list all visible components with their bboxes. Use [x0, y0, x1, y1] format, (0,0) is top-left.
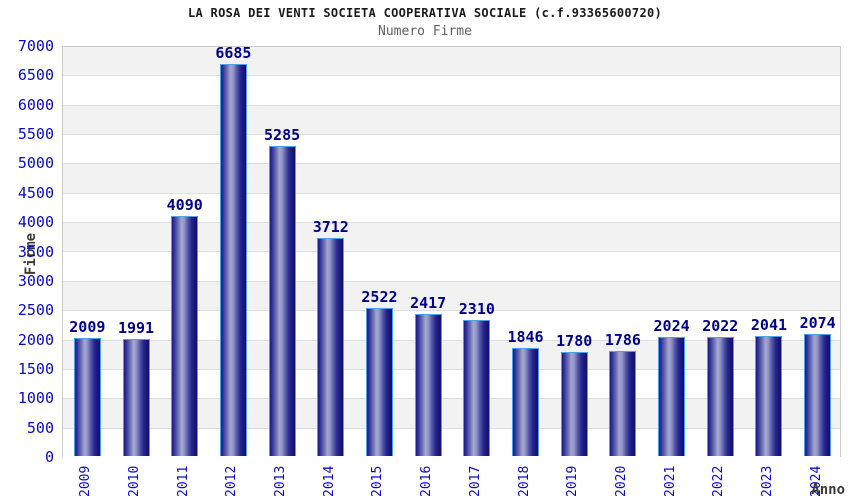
x-tick-label-2011: 2011 — [175, 465, 191, 497]
value-label-2011: 4090 — [166, 195, 203, 214]
bar-2021 — [658, 337, 686, 456]
bar-2018 — [512, 347, 540, 456]
y-tick-label-500: 500 — [26, 418, 54, 437]
value-label-2022: 2022 — [702, 317, 739, 336]
y-tick-label-6000: 6000 — [17, 95, 54, 114]
bar-2009 — [73, 338, 101, 456]
value-label-2017: 2310 — [458, 300, 495, 319]
y-tick-label-2500: 2500 — [17, 301, 54, 320]
bar-2013 — [268, 145, 296, 456]
x-tick-label-2023: 2023 — [759, 465, 775, 497]
chart-subtitle: Numero Firme — [378, 24, 472, 39]
y-tick-label-2000: 2000 — [17, 330, 54, 349]
bar-2010 — [122, 339, 150, 456]
plot-band — [63, 135, 840, 165]
bar-2012 — [219, 63, 247, 456]
bar-2022 — [706, 337, 734, 456]
value-label-2023: 2041 — [750, 316, 788, 335]
y-tick-label-4500: 4500 — [17, 183, 54, 202]
value-label-2014: 3712 — [312, 218, 349, 237]
bar-2016 — [414, 314, 442, 456]
bar-2014 — [317, 238, 345, 456]
y-tick-label-4000: 4000 — [17, 213, 54, 232]
y-tick-label-3000: 3000 — [17, 271, 54, 290]
y-tick-label-6500: 6500 — [17, 66, 54, 85]
value-label-2024: 2074 — [799, 314, 836, 333]
x-tick-label-2016: 2016 — [419, 465, 435, 497]
y-tick-label-0: 0 — [44, 448, 54, 466]
x-tick-label-2014: 2014 — [321, 465, 337, 497]
value-label-2013: 5285 — [264, 125, 301, 144]
x-tick-label-2018: 2018 — [516, 465, 532, 497]
x-tick-label-2021: 2021 — [662, 465, 678, 497]
value-label-2010: 1991 — [117, 319, 155, 338]
plot-band — [63, 105, 840, 136]
bar-2011 — [171, 215, 199, 456]
value-label-2015: 2522 — [361, 287, 398, 306]
value-label-2018: 1846 — [507, 327, 544, 346]
x-tick-label-2017: 2017 — [467, 465, 483, 497]
y-tick-label-5000: 5000 — [17, 154, 54, 173]
bar-2023 — [755, 336, 783, 456]
value-label-2021: 2024 — [653, 317, 690, 336]
x-tick-label-2020: 2020 — [613, 465, 629, 497]
y-tick-label-3500: 3500 — [17, 242, 54, 261]
plot-area: 2009 1991 4090 6685 5285 3712 2522 2417 2310 1846… — [62, 43, 841, 458]
x-tick-label-2010: 2010 — [127, 465, 143, 497]
x-axis-title: Anno — [811, 482, 845, 498]
value-label-2012: 6685 — [215, 43, 252, 62]
x-tick-label-2022: 2022 — [711, 465, 727, 497]
plot-band — [63, 47, 840, 77]
x-tick-label-2009: 2009 — [78, 465, 94, 497]
plot-band — [63, 164, 840, 194]
bar-2020 — [609, 351, 637, 456]
value-label-2020: 1786 — [604, 331, 641, 350]
bar-2019 — [560, 351, 588, 456]
value-label-2016: 2417 — [410, 294, 447, 313]
x-tick-label-2012: 2012 — [224, 465, 240, 497]
bar-2017 — [463, 320, 491, 456]
x-tick-label-2015: 2015 — [370, 465, 386, 497]
value-label-2019: 1780 — [556, 331, 593, 350]
x-tick-label-2019: 2019 — [565, 465, 581, 497]
chart-title: LA ROSA DEI VENTI SOCIETA COOPERATIVA SO… — [187, 6, 663, 20]
bar-2024 — [804, 334, 832, 456]
bar-2015 — [365, 307, 393, 456]
plot-band — [63, 76, 840, 106]
y-tick-label-1000: 1000 — [17, 389, 54, 408]
x-tick-label-2013: 2013 — [273, 465, 289, 497]
y-tick-label-5500: 5500 — [17, 125, 54, 144]
value-label-2009: 2009 — [69, 318, 106, 337]
y-tick-label-7000: 7000 — [17, 37, 54, 55]
y-tick-label-1500: 1500 — [17, 359, 54, 378]
